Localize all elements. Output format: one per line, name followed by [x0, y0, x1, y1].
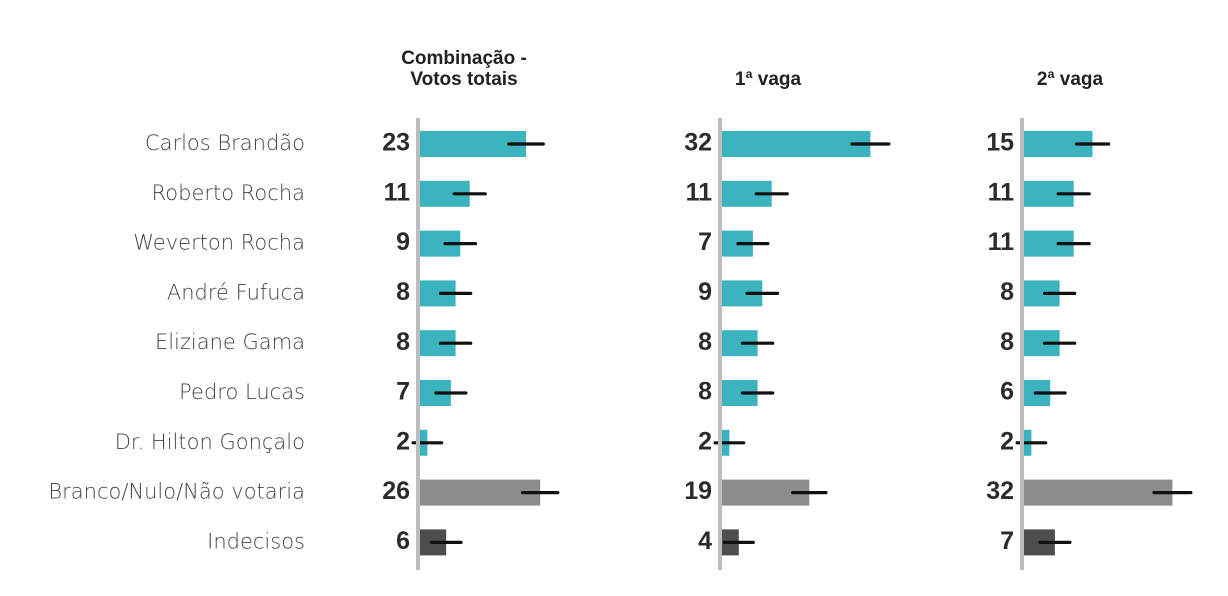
- value-label: 8: [1000, 328, 1014, 356]
- value-label: 4: [698, 527, 712, 555]
- value-label: 2: [698, 427, 712, 455]
- value-label: 8: [698, 378, 712, 406]
- value-label: 19: [684, 477, 712, 505]
- value-label: 11: [686, 178, 713, 206]
- category-label: Carlos Brandão: [145, 131, 305, 155]
- category-label: André Fufuca: [167, 280, 305, 304]
- panel-title: 2ª vaga: [1037, 69, 1104, 90]
- value-label: 7: [698, 228, 712, 256]
- category-label: Pedro Lucas: [179, 380, 305, 404]
- value-label: 32: [684, 129, 712, 157]
- value-label: 9: [698, 278, 712, 306]
- value-label: 8: [396, 328, 410, 356]
- value-label: 7: [396, 378, 410, 406]
- value-label: 26: [382, 477, 410, 505]
- category-label: Branco/Nulo/Não votaria: [48, 480, 305, 504]
- value-label: 8: [1000, 278, 1014, 306]
- value-label: 2: [396, 427, 410, 455]
- value-label: 11: [988, 228, 1015, 256]
- value-label: 7: [1000, 527, 1014, 555]
- bar: [1022, 479, 1173, 506]
- value-label: 15: [986, 129, 1014, 157]
- value-label: 11: [988, 178, 1015, 206]
- value-label: 2: [1000, 427, 1014, 455]
- value-label: 6: [396, 527, 410, 555]
- panel-title: Combinação -: [401, 48, 527, 69]
- value-label: 11: [384, 178, 411, 206]
- value-label: 32: [986, 477, 1014, 505]
- category-label: Roberto Rocha: [152, 181, 305, 205]
- value-label: 23: [382, 129, 410, 157]
- value-label: 6: [1000, 378, 1014, 406]
- panel-title: 1ª vaga: [735, 69, 802, 90]
- value-label: 8: [698, 328, 712, 356]
- category-label: Weverton Rocha: [133, 231, 305, 255]
- category-label: Indecisos: [207, 529, 305, 553]
- category-label: Dr. Hilton Gonçalo: [115, 430, 305, 454]
- bar: [418, 479, 541, 506]
- panel-title: Votos totais: [410, 69, 517, 90]
- value-label: 9: [396, 228, 410, 256]
- bar: [720, 131, 871, 157]
- value-label: 8: [396, 278, 410, 306]
- category-label: Eliziane Gama: [155, 330, 305, 354]
